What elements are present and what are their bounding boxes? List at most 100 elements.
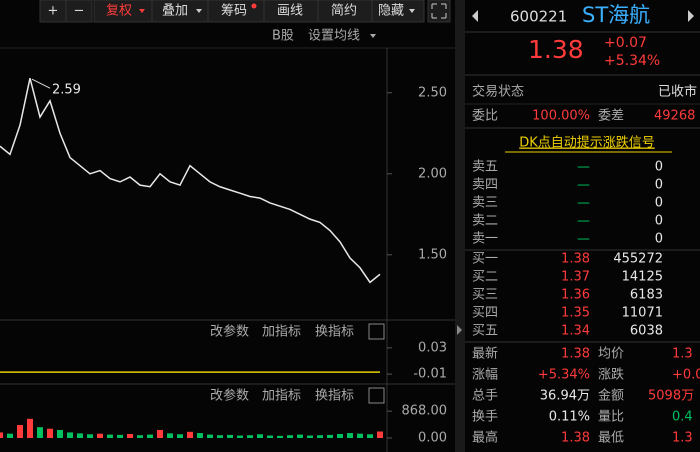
- volume-bar: [17, 425, 23, 438]
- change-pct: +5.34%: [604, 53, 660, 69]
- y-tick-label: 868.00: [402, 404, 448, 419]
- volume-bar: [7, 433, 13, 438]
- chips-button[interactable]: 筹码: [221, 3, 247, 19]
- level-volume: 0: [655, 178, 663, 193]
- ratio: 100.00%: [532, 109, 590, 124]
- volume-bar: [197, 433, 203, 438]
- stat-label: 最新: [472, 346, 498, 362]
- zoom-out[interactable]: −: [74, 4, 85, 19]
- badge: [251, 3, 257, 9]
- splitter[interactable]: [455, 0, 465, 452]
- level-volume: 455272: [613, 252, 663, 267]
- dropdown-arrow: [370, 34, 376, 38]
- annotation-arrow: [31, 78, 51, 89]
- level-price: —: [577, 196, 590, 211]
- volume-bar: [317, 435, 323, 438]
- level-price: 1.34: [561, 324, 590, 339]
- status: 已收市: [658, 84, 697, 100]
- y-tick-label: 2.00: [418, 166, 447, 181]
- level-price: —: [577, 160, 590, 175]
- level-volume: 0: [655, 196, 663, 211]
- ma-settings[interactable]: 设置均线: [308, 29, 360, 44]
- volume-bar: [107, 434, 113, 438]
- volume-bar: [267, 435, 273, 438]
- volume-bar: [357, 433, 363, 438]
- stat-label: 换手: [472, 410, 498, 425]
- stat-label: 最高: [472, 430, 498, 446]
- button-bg[interactable]: [371, 0, 425, 23]
- next-arrow[interactable]: [688, 10, 694, 22]
- stat-value: 0.4: [672, 410, 693, 425]
- params[interactable]: 改参数: [210, 388, 249, 404]
- expand-icon: [431, 3, 447, 19]
- switch-indicator[interactable]: 换指标: [315, 325, 354, 340]
- quote-panel: 600221 ST海航 1.38 +0.07 +5.34% 交易状态 已收市 委…: [465, 3, 700, 446]
- level-label: 卖一: [472, 232, 498, 247]
- volume-bar: [327, 434, 333, 438]
- button-bg[interactable]: [65, 0, 93, 23]
- stat-value: 1.38: [561, 431, 590, 446]
- stat-value: +5.34%: [538, 368, 590, 383]
- simple-button[interactable]: 简约: [331, 3, 357, 19]
- level-price: —: [577, 232, 590, 247]
- overlay-button[interactable]: 叠加: [162, 4, 188, 19]
- stat-label: 金额: [598, 388, 624, 404]
- stat-label: 涨跌: [598, 367, 624, 383]
- volume-bar: [217, 435, 223, 438]
- level-label: 卖二: [472, 214, 498, 229]
- level-label: 买一: [472, 252, 498, 267]
- add-indicator[interactable]: 加指标: [262, 325, 301, 340]
- switch-indicator[interactable]: 换指标: [315, 389, 354, 404]
- volume-bar: [227, 434, 233, 438]
- level-volume: 6183: [630, 288, 663, 303]
- close-button[interactable]: [368, 387, 385, 404]
- params[interactable]: 改参数: [210, 324, 249, 340]
- signal-link[interactable]: DK点自动提示涨跌信号: [519, 135, 655, 151]
- volume-bar: [167, 433, 173, 438]
- stat-value: 5098万: [648, 389, 694, 404]
- stat-label: 量比: [598, 410, 624, 425]
- close-button[interactable]: [368, 323, 385, 340]
- volume-bar: [257, 434, 263, 438]
- add-indicator[interactable]: 加指标: [262, 389, 301, 404]
- volume-bar: [57, 429, 63, 438]
- zoom-in[interactable]: +: [48, 4, 59, 19]
- expand-button[interactable]: [427, 0, 451, 23]
- volume-bar: [277, 435, 283, 438]
- volume-bar: [187, 431, 193, 438]
- volume-bar: [117, 434, 123, 438]
- stock-code: 600221: [510, 8, 567, 26]
- stats: 最新 1.38 均价 1.3 涨幅 +5.34% 涨跌 +0.0 总手 36.94万 金额 5098万…: [472, 346, 700, 446]
- diff: 49268: [654, 109, 695, 124]
- level-price: —: [577, 178, 590, 193]
- volume-bar: [37, 427, 43, 438]
- y-tick-label: 0.00: [418, 431, 447, 446]
- y-tick-label: -0.01: [413, 367, 447, 382]
- level-volume: 6038: [630, 324, 663, 339]
- label: 委差: [598, 109, 624, 124]
- splitter-arrow: [457, 325, 462, 335]
- level-price: —: [577, 214, 590, 229]
- price-line: [0, 77, 381, 284]
- level-label: 买二: [472, 270, 498, 285]
- stat-label: 最低: [598, 431, 624, 446]
- volume-bar: [297, 434, 303, 438]
- volume-bar: [377, 431, 383, 438]
- stat-label: 均价: [598, 347, 624, 362]
- label: 委比: [472, 109, 498, 124]
- volume-bar: [0, 432, 3, 438]
- level-volume: 11071: [622, 306, 663, 321]
- draw-button[interactable]: 画线: [277, 4, 303, 19]
- prev-arrow[interactable]: [472, 10, 478, 22]
- b-share[interactable]: B股: [272, 29, 294, 44]
- level-label: 卖五: [472, 160, 498, 175]
- volume-bar: [307, 435, 313, 438]
- hide-button[interactable]: 隐藏: [378, 4, 404, 19]
- level-label: 卖四: [472, 178, 498, 193]
- annotation: 2.59: [52, 83, 81, 98]
- volume-bar: [367, 434, 373, 438]
- change: +0.07: [604, 35, 647, 51]
- adjust-button[interactable]: 复权: [106, 3, 132, 19]
